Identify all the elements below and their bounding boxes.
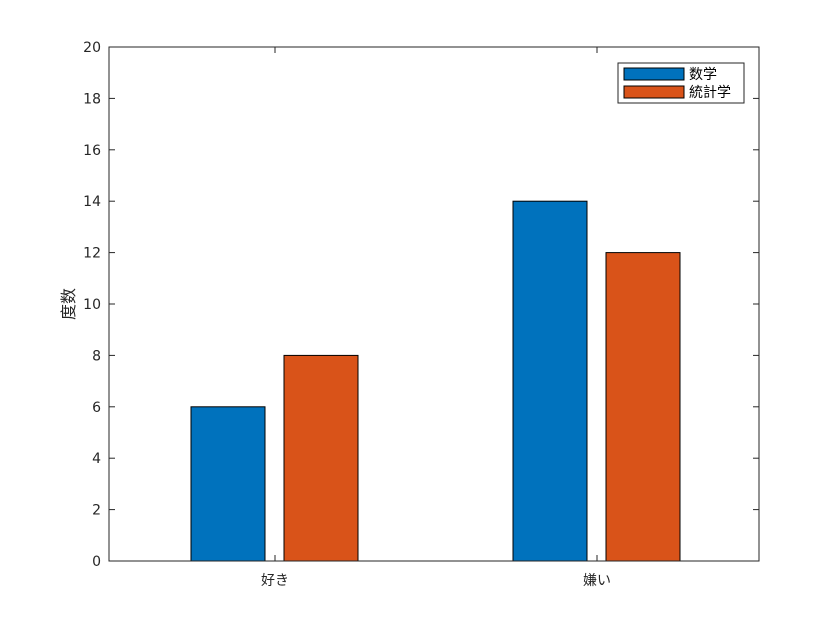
legend-label: 統計学	[689, 85, 731, 101]
y-tick-label: 20	[83, 40, 101, 56]
y-tick-label: 2	[92, 503, 101, 519]
x-tick-label: 嫌い	[583, 573, 611, 589]
legend-label: 数学	[689, 67, 717, 83]
x-tick-labels: 好き 嫌い	[261, 573, 611, 589]
bars	[190, 200, 681, 562]
bar-a-1	[512, 200, 588, 562]
y-tick-label: 10	[83, 297, 101, 313]
y-tick-label: 8	[92, 348, 101, 364]
bar-a-0	[190, 406, 266, 562]
y-tick-label: 4	[92, 451, 101, 467]
y-axis-label: 度数	[59, 288, 78, 320]
y-tick-label: 14	[83, 194, 101, 210]
y-tick-label: 12	[83, 246, 101, 262]
y-tick-label: 0	[92, 554, 101, 570]
x-tick-label: 好き	[261, 573, 289, 589]
y-tick-label: 18	[83, 91, 101, 107]
legend-swatch	[623, 85, 685, 99]
y-tick-label: 6	[92, 400, 101, 416]
y-tick-label: 16	[83, 143, 101, 159]
bar-b-0	[283, 354, 359, 562]
legend-swatch	[623, 67, 685, 81]
axes-box	[108, 46, 760, 562]
bar-b-1	[605, 252, 681, 562]
y-tick-labels: 0 2 4 6 8 10 12 14 16 18 20	[83, 40, 101, 570]
